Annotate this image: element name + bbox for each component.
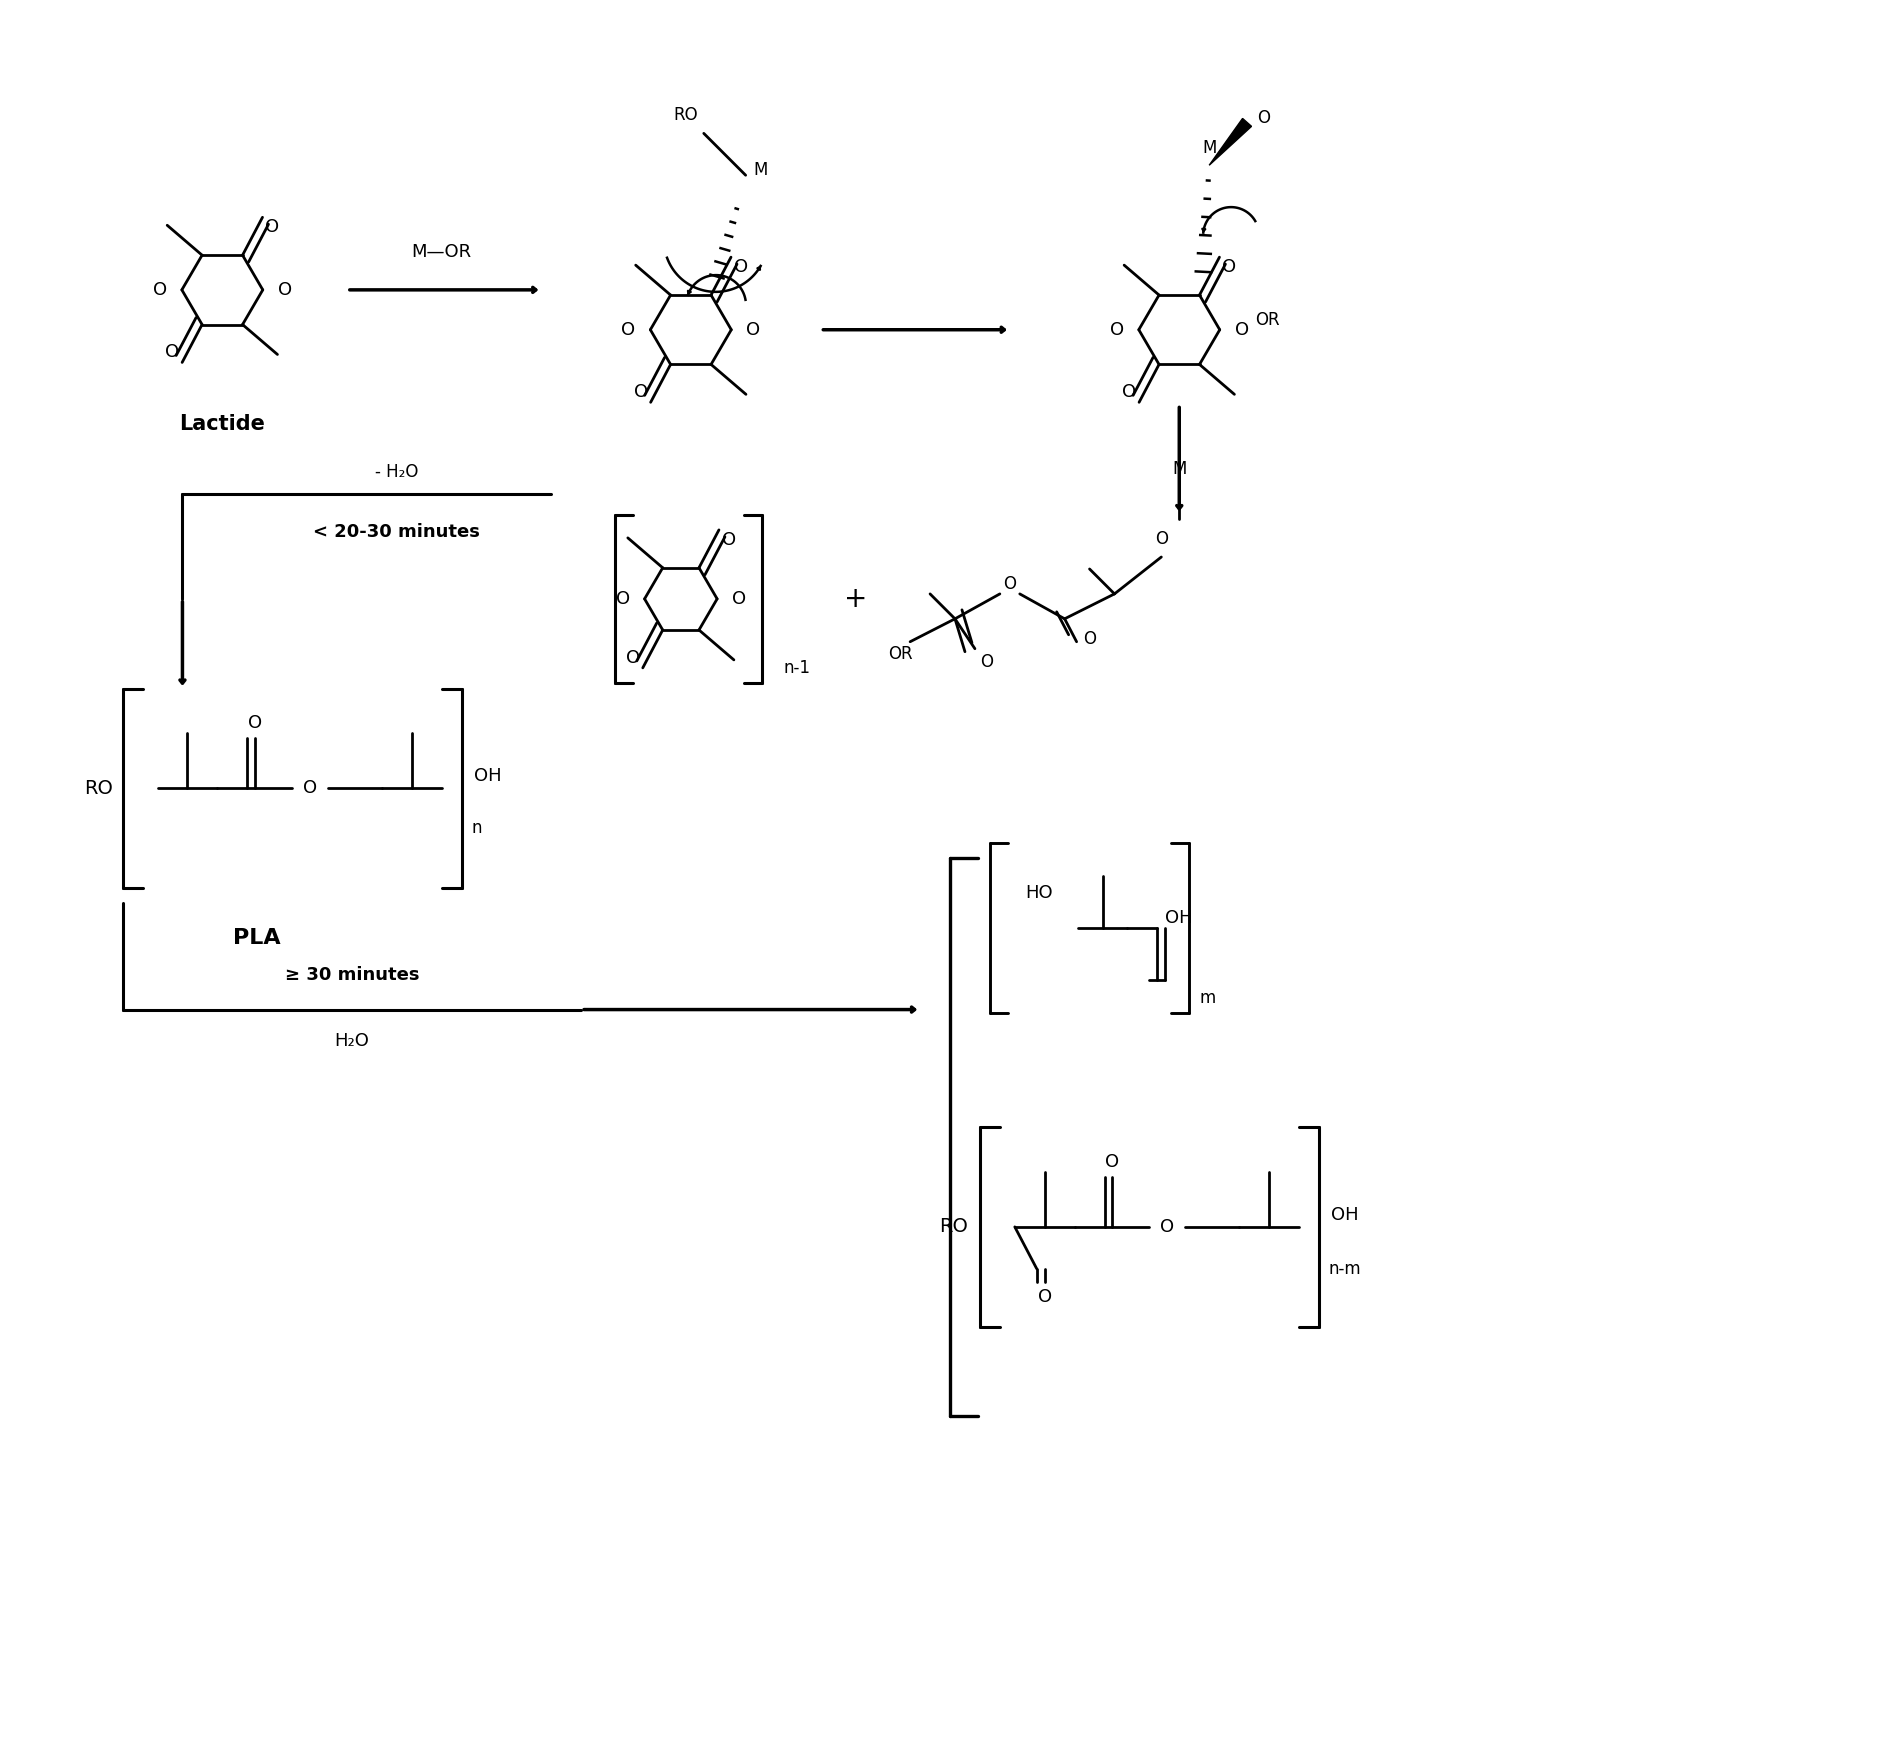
Text: O: O: [1222, 259, 1237, 276]
Text: O: O: [302, 780, 317, 797]
Text: O: O: [1037, 1288, 1053, 1306]
Text: O: O: [1161, 1218, 1174, 1236]
Text: O: O: [1110, 320, 1125, 339]
Text: HO: HO: [1024, 884, 1053, 902]
Text: M: M: [1203, 140, 1216, 157]
Text: M: M: [754, 161, 768, 180]
Text: O: O: [980, 652, 994, 671]
Text: H₂O: H₂O: [334, 1033, 369, 1051]
Text: O: O: [616, 589, 629, 608]
Text: OH: OH: [1165, 909, 1193, 926]
Text: M: M: [1172, 460, 1186, 479]
Text: O: O: [1003, 575, 1016, 593]
Text: OR: OR: [887, 645, 912, 662]
Text: O: O: [1235, 320, 1248, 339]
Text: O: O: [633, 383, 648, 402]
Text: OH: OH: [473, 767, 502, 785]
Text: n-m: n-m: [1328, 1260, 1362, 1278]
Text: O: O: [152, 281, 167, 299]
Text: ≥ 30 minutes: ≥ 30 minutes: [285, 965, 420, 984]
Text: O: O: [249, 715, 262, 732]
Text: O: O: [722, 531, 735, 549]
Text: < 20-30 minutes: < 20-30 minutes: [314, 523, 481, 542]
Text: n: n: [471, 820, 483, 837]
Text: O: O: [1155, 530, 1168, 549]
Text: O: O: [1123, 383, 1136, 402]
Text: OR: OR: [1256, 311, 1281, 329]
Text: O: O: [1258, 110, 1271, 128]
Polygon shape: [1208, 119, 1252, 166]
Text: PLA: PLA: [234, 928, 281, 947]
Text: O: O: [621, 320, 635, 339]
Text: n-1: n-1: [785, 659, 811, 676]
Text: m: m: [1199, 989, 1216, 1007]
Text: O: O: [266, 218, 279, 236]
Text: O: O: [277, 281, 293, 299]
Text: O: O: [733, 259, 749, 276]
Text: M—OR: M—OR: [412, 243, 471, 260]
Text: OH: OH: [1330, 1206, 1358, 1224]
Text: RO: RO: [673, 107, 697, 124]
Text: RO: RO: [84, 780, 112, 797]
Text: O: O: [732, 589, 747, 608]
Text: RO: RO: [939, 1217, 967, 1236]
Text: O: O: [625, 649, 640, 668]
Text: O: O: [1106, 1154, 1119, 1171]
Text: - H₂O: - H₂O: [374, 463, 418, 481]
Text: O: O: [165, 343, 179, 362]
Text: O: O: [1083, 629, 1096, 649]
Text: O: O: [747, 320, 760, 339]
Text: Lactide: Lactide: [179, 414, 266, 435]
Text: +: +: [844, 586, 866, 614]
